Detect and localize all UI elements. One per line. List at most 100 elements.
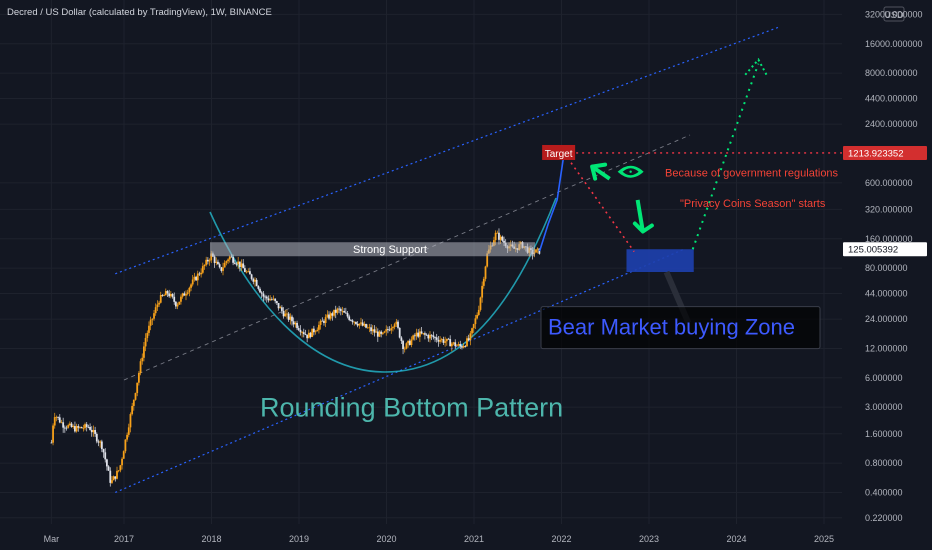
candle-body xyxy=(400,337,403,341)
candle-body xyxy=(111,480,113,483)
x-tick-label: 2018 xyxy=(201,534,221,544)
candle-body xyxy=(80,427,83,429)
candle-body xyxy=(100,441,103,450)
candle-body xyxy=(267,298,270,301)
x-tick-labels: Mar 2017 2018 2019 2020 2021 2022 2023 2024 2025 xyxy=(44,534,834,544)
candle-body xyxy=(326,314,329,318)
y-tick-label: 0.800000 xyxy=(865,458,903,468)
candle-body xyxy=(149,319,152,326)
candle-body xyxy=(137,373,140,383)
candle-body xyxy=(482,278,485,286)
candle-body xyxy=(126,434,128,440)
candle-body xyxy=(132,399,135,406)
candle-body xyxy=(484,266,487,279)
candle-body xyxy=(360,322,362,324)
target-price-marker xyxy=(843,145,927,160)
candle-body xyxy=(334,309,337,313)
recovery-projection xyxy=(691,63,760,250)
candle-body xyxy=(230,256,233,258)
candle-body xyxy=(259,288,261,293)
candle-body xyxy=(467,338,470,341)
candle-body xyxy=(481,285,484,298)
candle-body xyxy=(196,273,199,281)
candle-body xyxy=(180,296,182,302)
candle-body xyxy=(388,329,391,331)
candle-body xyxy=(302,332,305,334)
y-tick-label: 0.220000 xyxy=(865,513,903,523)
candle-body xyxy=(294,322,297,325)
candle-body xyxy=(166,291,169,294)
target-badge xyxy=(542,144,576,160)
candle-body xyxy=(148,325,150,333)
candle-body xyxy=(109,470,112,483)
candle-body xyxy=(228,256,231,260)
y-tick-label: 44.000000 xyxy=(865,288,908,298)
candle-body xyxy=(195,276,197,281)
candle-body xyxy=(344,312,347,314)
candle-body xyxy=(186,292,189,294)
candle-body xyxy=(476,314,478,319)
candle-body xyxy=(65,427,68,429)
annotation-labels: Strong Support Target Because of governm… xyxy=(210,144,839,423)
candle-body xyxy=(102,449,105,453)
candle-body xyxy=(112,476,115,481)
candle-body xyxy=(57,416,60,418)
candle-body xyxy=(479,297,482,310)
recovery-arrowhead xyxy=(744,57,769,77)
time-axis: Mar 2017 2018 2019 2020 2021 2022 2023 2024 2025 xyxy=(0,524,842,550)
strong-support-label: Strong Support xyxy=(353,244,427,256)
candle-body xyxy=(185,293,187,296)
candle-body xyxy=(407,340,410,344)
candle-body xyxy=(375,331,378,333)
candle-body xyxy=(355,321,357,324)
candle-body xyxy=(435,337,438,340)
y-tick-labels: 32000.000000 16000.000000 8000.000000 4400.… xyxy=(865,9,923,522)
candle-body xyxy=(309,332,312,337)
x-tick-label: 2017 xyxy=(114,534,134,544)
candle-body xyxy=(161,295,164,296)
candle-body xyxy=(275,301,278,303)
candle-body xyxy=(121,458,123,466)
candle-body xyxy=(408,340,411,345)
candle-body xyxy=(333,309,335,316)
candle-body xyxy=(158,302,160,305)
candle-body xyxy=(336,308,339,313)
privacy-season-note: "Privacy Coins Season" starts xyxy=(680,198,826,210)
candle-body xyxy=(247,271,250,273)
candle-body xyxy=(324,317,327,323)
candle-body xyxy=(82,428,85,429)
candle-body xyxy=(176,304,179,307)
candle-body xyxy=(279,307,282,309)
candle-body xyxy=(85,424,88,427)
candle-body xyxy=(269,299,272,301)
candle-body xyxy=(474,318,477,325)
price-marker-label: 125.005392 xyxy=(848,245,898,256)
candle-body xyxy=(390,328,393,331)
candle-body xyxy=(417,332,420,337)
candle-body xyxy=(471,328,473,334)
lower-channel-line xyxy=(115,248,685,494)
candle-body xyxy=(538,248,541,254)
candle-body xyxy=(304,333,307,335)
y-tick-label: 8000.000000 xyxy=(865,68,918,78)
candle-body xyxy=(213,256,216,263)
price-marker-label: 1213.923352 xyxy=(848,148,903,159)
currency-badge[interactable] xyxy=(883,6,905,22)
candle-body xyxy=(188,287,191,293)
candle-body xyxy=(286,313,288,315)
candle-body xyxy=(420,331,423,334)
y-tick-label: 320.000000 xyxy=(865,204,913,214)
candle-body xyxy=(74,426,76,432)
candle-body xyxy=(262,293,265,297)
candle-body xyxy=(151,318,154,320)
candle-body xyxy=(107,466,110,471)
candle-body xyxy=(383,331,386,333)
candle-body xyxy=(425,334,428,336)
candle-body xyxy=(289,316,292,320)
candle-body xyxy=(459,344,462,347)
candle-body xyxy=(124,439,127,452)
candle-body xyxy=(323,320,325,323)
candle-body xyxy=(238,261,241,268)
